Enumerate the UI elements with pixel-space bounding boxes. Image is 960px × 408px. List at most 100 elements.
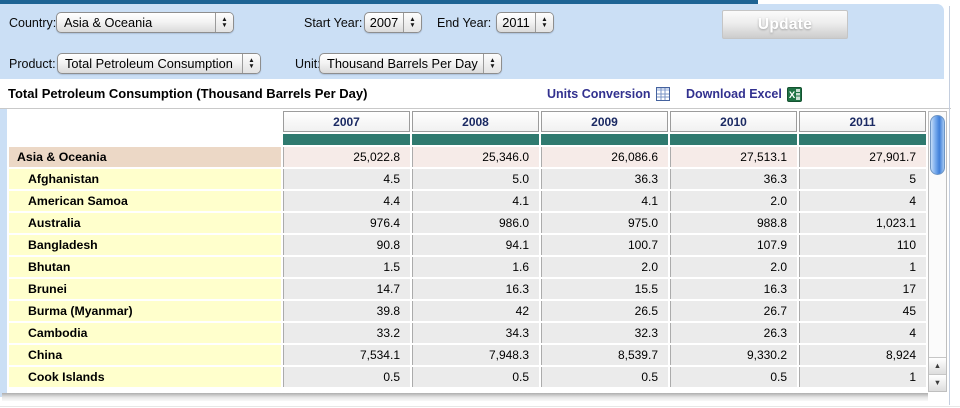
table-corner-cell	[9, 111, 281, 132]
data-cell: 4.5	[283, 169, 410, 189]
data-cell: 16.3	[412, 279, 539, 299]
year-column-header: 2008	[412, 111, 539, 132]
select-arrows-icon: ▲ ▼	[242, 54, 260, 73]
data-cell: 976.4	[283, 213, 410, 233]
vertical-scrollbar-thumb[interactable]	[930, 115, 945, 175]
data-cell: 4.4	[283, 191, 410, 211]
end-year-label: End Year:	[437, 16, 492, 30]
table-row: Australia 976.4 986.0 975.0 988.8 1,023.1	[9, 213, 926, 233]
teal-divider-cell	[799, 134, 926, 145]
data-cell: 107.9	[670, 235, 797, 255]
data-cell: 0.5	[283, 367, 410, 387]
country-select[interactable]: Asia & Oceania ▲ ▼	[56, 12, 234, 33]
data-cell: 0.5	[541, 367, 668, 387]
data-cell: 4	[799, 323, 926, 343]
data-cell: 94.1	[412, 235, 539, 255]
start-year-select-value: 2007	[369, 15, 399, 30]
scroll-down-button[interactable]: ▼	[929, 374, 946, 391]
data-cell: 32.3	[541, 323, 668, 343]
scroll-up-button[interactable]: ▲	[929, 357, 946, 374]
units-conversion-link[interactable]: Units Conversion	[547, 79, 670, 109]
start-year-select[interactable]: 2007 ▲ ▼	[364, 12, 422, 33]
country-row-label: China	[9, 345, 281, 365]
data-cell: 2.0	[670, 257, 797, 277]
country-row-label: American Samoa	[9, 191, 281, 211]
data-cell: 4	[799, 191, 926, 211]
year-column-header: 2010	[670, 111, 797, 132]
top-accent-bar	[0, 0, 758, 4]
country-row-label: Cook Islands	[9, 367, 281, 387]
teal-divider-cell	[412, 134, 539, 145]
data-cell: 33.2	[283, 323, 410, 343]
table-row: Brunei 14.7 16.3 15.5 16.3 17	[9, 279, 926, 299]
data-cell: 25,022.8	[283, 147, 410, 167]
data-cell: 7,948.3	[412, 345, 539, 365]
year-column-header: 2007	[283, 111, 410, 132]
data-cell: 14.7	[283, 279, 410, 299]
data-cell: 2.0	[670, 191, 797, 211]
data-cell: 26.5	[541, 301, 668, 321]
year-column-header: 2011	[799, 111, 926, 132]
data-cell: 986.0	[412, 213, 539, 233]
table-row: American Samoa 4.4 4.1 4.1 2.0 4	[9, 191, 926, 211]
country-row-label: Brunei	[9, 279, 281, 299]
table-bottom-edge	[2, 393, 928, 401]
data-cell: 26.7	[670, 301, 797, 321]
table-row: Asia & Oceania 25,022.8 25,346.0 26,086.6 27…	[9, 147, 926, 167]
data-cell: 4.1	[541, 191, 668, 211]
select-arrows-icon: ▲ ▼	[403, 13, 421, 32]
country-select-value: Asia & Oceania	[64, 15, 153, 30]
data-cell: 7,534.1	[283, 345, 410, 365]
update-button[interactable]: Update	[722, 10, 848, 39]
excel-icon: X	[786, 86, 802, 102]
data-cell: 90.8	[283, 235, 410, 255]
data-cell: 15.5	[541, 279, 668, 299]
data-cell: 100.7	[541, 235, 668, 255]
select-arrows-icon: ▲ ▼	[483, 54, 501, 73]
download-excel-link-text: Download Excel	[686, 87, 782, 101]
data-cell: 9,330.2	[670, 345, 797, 365]
table-corner-cell	[9, 134, 281, 145]
data-cell: 1	[799, 257, 926, 277]
data-cell: 26,086.6	[541, 147, 668, 167]
select-arrows-icon: ▲ ▼	[215, 13, 233, 32]
data-cell: 5	[799, 169, 926, 189]
units-conversion-link-text: Units Conversion	[547, 87, 651, 101]
end-year-select-value: 2011	[502, 15, 530, 30]
table-row: Afghanistan 4.5 5.0 36.3 36.3 5	[9, 169, 926, 189]
data-cell: 0.5	[670, 367, 797, 387]
data-cell: 1.5	[283, 257, 410, 277]
data-table: 2007 2008 2009 2010 2011 Asia & Oceania 25,02…	[7, 109, 928, 389]
end-year-select[interactable]: 2011 ▲ ▼	[496, 12, 554, 33]
data-cell: 17	[799, 279, 926, 299]
data-cell: 0.5	[412, 367, 539, 387]
data-cell: 36.3	[541, 169, 668, 189]
data-cell: 8,539.7	[541, 345, 668, 365]
country-label: Country:	[9, 16, 57, 30]
table-row: Cambodia 33.2 34.3 32.3 26.3 4	[9, 323, 926, 343]
data-cell: 4.1	[412, 191, 539, 211]
data-cell: 1.6	[412, 257, 539, 277]
data-cell: 42	[412, 301, 539, 321]
select-arrows-icon: ▲ ▼	[535, 13, 553, 32]
year-column-header: 2009	[541, 111, 668, 132]
data-cell: 36.3	[670, 169, 797, 189]
data-cell: 16.3	[670, 279, 797, 299]
product-select[interactable]: Total Petroleum Consumption ▲ ▼	[57, 53, 261, 74]
vertical-scrollbar[interactable]: ▲ ▼	[928, 111, 947, 392]
start-year-label: Start Year:	[304, 16, 363, 30]
svg-text:X: X	[789, 90, 796, 101]
data-cell: 1,023.1	[799, 213, 926, 233]
teal-divider-row	[9, 134, 926, 145]
download-excel-link[interactable]: Download Excel X	[686, 79, 802, 109]
data-cell: 1	[799, 367, 926, 387]
table-row: China 7,534.1 7,948.3 8,539.7 9,330.2 8,924	[9, 345, 926, 365]
unit-label: Unit:	[295, 57, 321, 71]
unit-select-value: Thousand Barrels Per Day	[327, 56, 478, 71]
unit-select[interactable]: Thousand Barrels Per Day ▲ ▼	[319, 53, 502, 74]
teal-divider-cell	[541, 134, 668, 145]
data-cell: 27,901.7	[799, 147, 926, 167]
data-cell: 8,924	[799, 345, 926, 365]
panel-right-border	[949, 6, 950, 405]
data-cell: 2.0	[541, 257, 668, 277]
